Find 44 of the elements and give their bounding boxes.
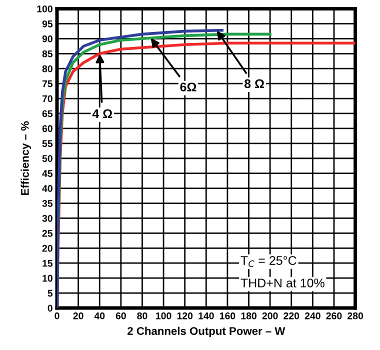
y-tick-label: 80: [42, 65, 52, 72]
x-tick-label: 180: [241, 312, 256, 320]
x-tick-label: 80: [137, 312, 148, 320]
y-tick-label: 55: [42, 140, 53, 148]
y-tick-label: 5: [48, 290, 53, 297]
x-tick-label: 140: [198, 312, 214, 320]
x-tick-label: 160: [220, 312, 236, 320]
x-tick-label: 100: [156, 312, 172, 320]
annotation: 8 Ω: [244, 79, 264, 88]
x-tick-label: 260: [326, 312, 342, 320]
x-tick-label: 220: [284, 312, 300, 320]
y-tick-label: 50: [42, 155, 52, 162]
y-tick-label: 85: [42, 50, 53, 58]
y-tick-label: 20: [42, 244, 52, 252]
x-tick-label: 0: [54, 312, 60, 320]
x-tick-label: 20: [73, 312, 84, 320]
y-tick-label: 70: [42, 95, 52, 102]
y-tick-label: 45: [42, 170, 53, 177]
y-tick-label: 30: [42, 214, 52, 222]
y-tick-label: 100: [37, 5, 52, 12]
y-tick-label: 0: [48, 304, 52, 312]
x-tick-label: 280: [348, 312, 364, 320]
annotation: T$_{C}$ = 25°C: [240, 256, 296, 267]
y-tick-label: 65: [42, 110, 53, 118]
x-tick-label: 60: [116, 312, 126, 320]
annotation: 4 Ω: [92, 109, 112, 118]
y-tick-label: 95: [42, 20, 53, 28]
x-tick-label: 40: [94, 312, 105, 320]
annotation: 6Ω: [180, 82, 196, 92]
y-tick-label: 60: [42, 125, 52, 132]
line-series: [57, 28, 224, 308]
y-axis-title: Efficiency – %: [20, 121, 32, 195]
annotation: THD+N at 10%: [240, 278, 324, 288]
x-tick-label: 200: [262, 312, 278, 320]
y-tick-label: 10: [42, 274, 52, 282]
y-tick-label: 40: [42, 185, 52, 192]
y-tick-label: 35: [42, 200, 53, 207]
y-tick-label: 15: [42, 260, 53, 267]
y-tick-label: 90: [42, 35, 52, 42]
x-axis-title: 2 Channels Output Power – W: [128, 326, 286, 338]
y-tick-label: 25: [42, 230, 53, 237]
x-tick-label: 120: [177, 312, 193, 320]
y-tick-label: 75: [42, 80, 53, 88]
x-tick-label: 240: [304, 312, 320, 320]
